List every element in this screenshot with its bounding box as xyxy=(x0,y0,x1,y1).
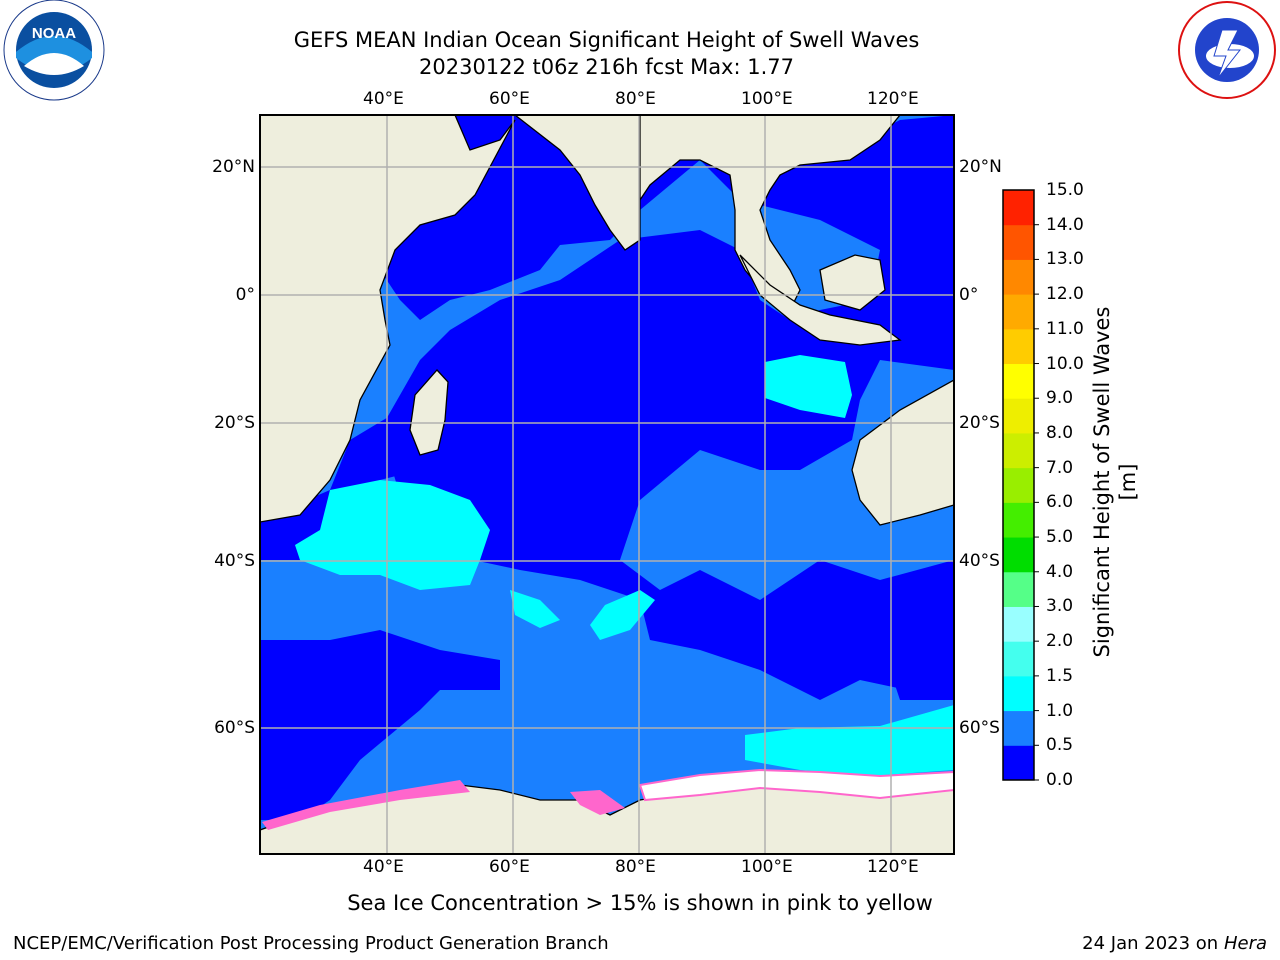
land-masses xyxy=(260,115,954,854)
colorbar-swatch xyxy=(1003,606,1034,642)
x-tick-bottom: 120°E xyxy=(867,857,919,877)
colorbar-swatch xyxy=(1003,224,1034,260)
high-swell-patch-central xyxy=(765,355,852,418)
y-tick-left: 20°S xyxy=(214,413,255,433)
sea-ice-edge-west xyxy=(262,780,470,830)
colorbar-swatch xyxy=(1003,710,1034,746)
nws-logo xyxy=(1178,1,1276,99)
colorbar-swatch xyxy=(1003,398,1034,434)
x-tick-top: 120°E xyxy=(867,89,919,109)
y-tick-right: 20°S xyxy=(959,413,1000,433)
y-tick-left: 40°S xyxy=(214,551,255,571)
colorbar-swatch xyxy=(1003,432,1034,469)
colorbar-tick: 0.5 xyxy=(1046,735,1074,756)
colorbar-swatch xyxy=(1003,467,1034,503)
colorbar-tick: 1.5 xyxy=(1046,665,1074,686)
colorbar-label: Significant Height of Swell Waves [m] xyxy=(1090,306,1140,658)
y-tick-right: 60°S xyxy=(959,718,1000,738)
footer-credit: NCEP/EMC/Verification Post Processing Pr… xyxy=(13,933,609,954)
x-tick-bottom: 60°E xyxy=(489,857,530,877)
colorbar-swatch xyxy=(1003,571,1034,607)
colorbar-tick: 1.0 xyxy=(1046,700,1074,721)
colorbar-tick: 13.0 xyxy=(1046,249,1084,270)
x-tick-bottom: 100°E xyxy=(741,857,793,877)
colorbar-tick: 14.0 xyxy=(1046,214,1084,235)
noaa-logo: NOAA xyxy=(3,0,105,101)
footer-datestamp: 24 Jan 2023 on Hera xyxy=(1082,933,1267,954)
x-tick-top: 80°E xyxy=(615,89,656,109)
sea-ice-edge-east xyxy=(638,768,954,802)
chart-subtitle: 20230122 t06z 216h fcst Max: 1.77 xyxy=(419,55,794,79)
map-frame xyxy=(259,114,955,855)
colorbar-swatch xyxy=(1003,641,1034,677)
footer-host: Hera xyxy=(1223,933,1267,954)
colorbar-swatch xyxy=(1003,745,1034,781)
colorbar-tick: 7.0 xyxy=(1046,457,1074,478)
y-tick-left: 60°S xyxy=(214,718,255,738)
colorbar-tick: 4.0 xyxy=(1046,561,1074,582)
colorbar-swatch xyxy=(1003,190,1034,226)
colorbar-swatch xyxy=(1003,328,1034,365)
x-tick-top: 40°E xyxy=(363,89,404,109)
colorbar-tick: 2.0 xyxy=(1046,631,1074,652)
colorbar xyxy=(1003,190,1039,781)
colorbar-tick: 10.0 xyxy=(1046,353,1084,374)
colorbar-tick: 15.0 xyxy=(1046,180,1084,200)
colorbar-tick: 12.0 xyxy=(1046,284,1084,305)
footer-date: 24 Jan 2023 on xyxy=(1082,933,1219,954)
colorbar-tick: 0.0 xyxy=(1046,770,1074,790)
y-tick-right: 0° xyxy=(959,285,979,305)
colorbar-tick: 11.0 xyxy=(1046,318,1084,339)
colorbar-tick: 6.0 xyxy=(1046,492,1074,513)
y-tick-right: 40°S xyxy=(959,551,1000,571)
colorbar-tick: 5.0 xyxy=(1046,527,1074,548)
colorbar-tick: 9.0 xyxy=(1046,388,1074,409)
x-tick-top: 100°E xyxy=(741,89,793,109)
colorbar-tick: 3.0 xyxy=(1046,596,1074,617)
colorbar-swatch xyxy=(1003,363,1034,399)
noaa-logo-text: NOAA xyxy=(32,25,76,42)
x-tick-bottom: 80°E xyxy=(615,857,656,877)
y-tick-left: 0° xyxy=(235,285,255,305)
sea-ice-note: Sea Ice Concentration > 15% is shown in … xyxy=(347,891,933,915)
high-swell-patch-southeast xyxy=(745,705,954,776)
x-tick-bottom: 40°E xyxy=(363,857,404,877)
y-tick-right: 20°N xyxy=(959,157,1002,177)
map-area xyxy=(260,115,954,854)
low-swell-region xyxy=(380,115,954,700)
colorbar-swatch xyxy=(1003,502,1034,538)
colorbar-swatch xyxy=(1003,675,1034,712)
chart-title: GEFS MEAN Indian Ocean Significant Heigh… xyxy=(293,28,920,52)
colorbar-tick: 8.0 xyxy=(1046,422,1074,443)
colorbar-swatch xyxy=(1003,537,1034,573)
y-tick-left: 20°N xyxy=(212,157,255,177)
x-tick-top: 60°E xyxy=(489,89,530,109)
map-graticule xyxy=(260,115,954,854)
colorbar-swatch xyxy=(1003,259,1034,295)
colorbar-swatch xyxy=(1003,294,1034,330)
high-swell-patch-southwest xyxy=(295,480,490,590)
